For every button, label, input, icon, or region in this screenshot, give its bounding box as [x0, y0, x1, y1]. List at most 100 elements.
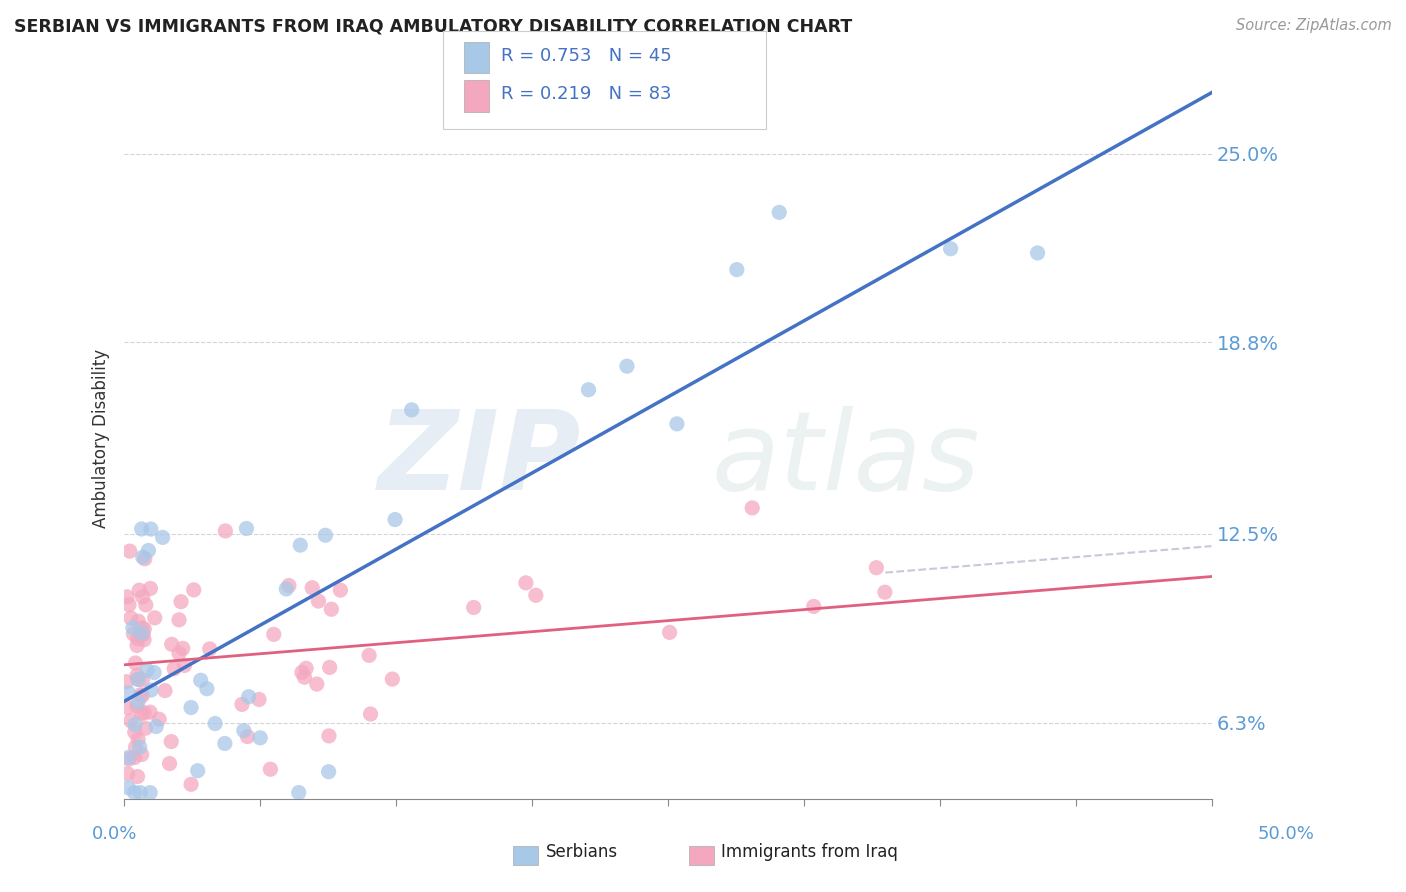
- Point: [314, 528, 336, 542]
- Point: [360, 706, 382, 721]
- Point: [357, 648, 380, 663]
- Point: [725, 262, 748, 277]
- Point: [132, 550, 155, 565]
- Point: [138, 543, 160, 558]
- Point: [183, 582, 205, 597]
- Point: [117, 686, 139, 700]
- Point: [125, 639, 148, 653]
- Text: R = 0.753   N = 45: R = 0.753 N = 45: [501, 47, 671, 65]
- Point: [127, 673, 149, 687]
- Point: [125, 668, 148, 682]
- Point: [122, 621, 145, 635]
- Point: [124, 717, 146, 731]
- Point: [131, 689, 153, 703]
- Point: [139, 522, 162, 536]
- Point: [139, 683, 162, 698]
- Point: [236, 730, 259, 744]
- Point: [290, 538, 312, 552]
- Text: Source: ZipAtlas.com: Source: ZipAtlas.com: [1236, 18, 1392, 33]
- Point: [143, 611, 166, 625]
- Point: [160, 734, 183, 748]
- Text: 50.0%: 50.0%: [1258, 825, 1315, 843]
- Point: [153, 683, 176, 698]
- Text: Serbians: Serbians: [546, 843, 617, 861]
- Point: [131, 626, 153, 640]
- Point: [277, 578, 299, 592]
- Point: [318, 764, 340, 779]
- Point: [129, 786, 152, 800]
- Point: [180, 777, 202, 791]
- Text: SERBIAN VS IMMIGRANTS FROM IRAQ AMBULATORY DISABILITY CORRELATION CHART: SERBIAN VS IMMIGRANTS FROM IRAQ AMBULATO…: [14, 18, 852, 36]
- Point: [124, 725, 146, 739]
- Point: [129, 706, 152, 721]
- Point: [127, 614, 149, 628]
- Point: [135, 598, 157, 612]
- Point: [115, 590, 138, 604]
- Point: [276, 582, 298, 596]
- Point: [741, 500, 763, 515]
- Point: [318, 660, 340, 674]
- Point: [117, 780, 139, 795]
- Point: [658, 625, 681, 640]
- Point: [463, 600, 485, 615]
- Point: [232, 723, 254, 738]
- Point: [134, 622, 156, 636]
- Point: [865, 560, 887, 574]
- Point: [131, 590, 153, 604]
- Point: [190, 673, 212, 688]
- Point: [768, 205, 790, 219]
- Point: [515, 575, 537, 590]
- Point: [263, 627, 285, 641]
- Point: [195, 681, 218, 696]
- Point: [287, 786, 309, 800]
- Point: [294, 670, 316, 684]
- Point: [247, 692, 270, 706]
- Text: R = 0.219   N = 83: R = 0.219 N = 83: [501, 85, 671, 103]
- Point: [128, 740, 150, 755]
- Point: [159, 756, 181, 771]
- Point: [172, 641, 194, 656]
- Point: [134, 721, 156, 735]
- Point: [124, 656, 146, 670]
- Point: [238, 690, 260, 704]
- Point: [143, 665, 166, 680]
- Point: [329, 583, 352, 598]
- Point: [939, 242, 962, 256]
- Point: [180, 700, 202, 714]
- Text: Immigrants from Iraq: Immigrants from Iraq: [721, 843, 898, 861]
- Point: [139, 786, 162, 800]
- Point: [122, 627, 145, 641]
- Point: [131, 747, 153, 762]
- Point: [127, 770, 149, 784]
- Point: [124, 750, 146, 764]
- Point: [152, 530, 174, 544]
- Point: [384, 512, 406, 526]
- Point: [160, 637, 183, 651]
- Point: [118, 750, 141, 764]
- Point: [131, 621, 153, 635]
- Point: [163, 662, 186, 676]
- Point: [167, 646, 190, 660]
- Point: [305, 677, 328, 691]
- Point: [127, 732, 149, 747]
- Text: ZIP: ZIP: [377, 406, 581, 513]
- Point: [235, 521, 257, 535]
- Point: [129, 688, 152, 702]
- Point: [145, 719, 167, 733]
- Point: [118, 544, 141, 558]
- Point: [124, 740, 146, 755]
- Y-axis label: Ambulatory Disability: Ambulatory Disability: [93, 349, 110, 528]
- Point: [307, 594, 329, 608]
- Point: [301, 581, 323, 595]
- Point: [118, 598, 141, 612]
- Point: [120, 611, 142, 625]
- Point: [128, 673, 150, 687]
- Point: [131, 522, 153, 536]
- Point: [214, 524, 236, 538]
- Point: [231, 698, 253, 712]
- Point: [117, 700, 139, 714]
- Point: [139, 582, 162, 596]
- Point: [318, 729, 340, 743]
- Point: [616, 359, 638, 374]
- Point: [578, 383, 600, 397]
